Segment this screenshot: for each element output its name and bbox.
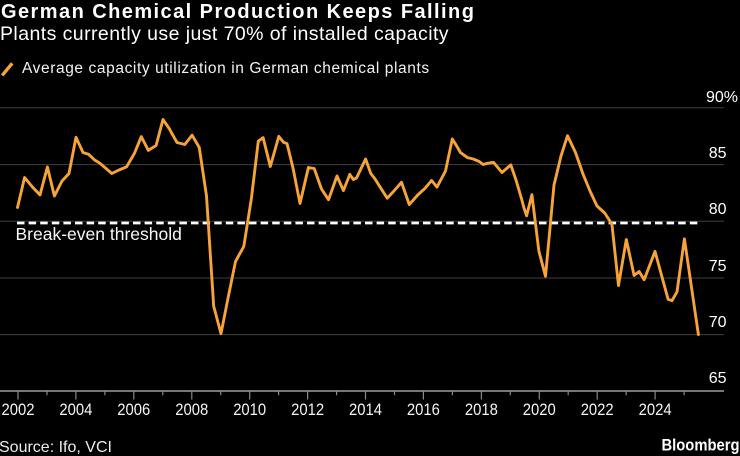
svg-text:2004: 2004 xyxy=(59,401,92,419)
svg-text:2006: 2006 xyxy=(117,401,150,419)
svg-text:2018: 2018 xyxy=(465,401,498,419)
svg-text:2002: 2002 xyxy=(2,401,35,419)
svg-text:2020: 2020 xyxy=(523,401,556,419)
svg-text:2012: 2012 xyxy=(291,401,324,419)
svg-text:2024: 2024 xyxy=(639,401,672,419)
svg-text:2010: 2010 xyxy=(233,401,266,419)
svg-text:2022: 2022 xyxy=(581,401,614,419)
svg-text:2016: 2016 xyxy=(407,401,440,419)
svg-text:2014: 2014 xyxy=(349,401,382,419)
svg-text:Bloomberg: Bloomberg xyxy=(662,436,740,455)
svg-text:2008: 2008 xyxy=(175,401,208,419)
